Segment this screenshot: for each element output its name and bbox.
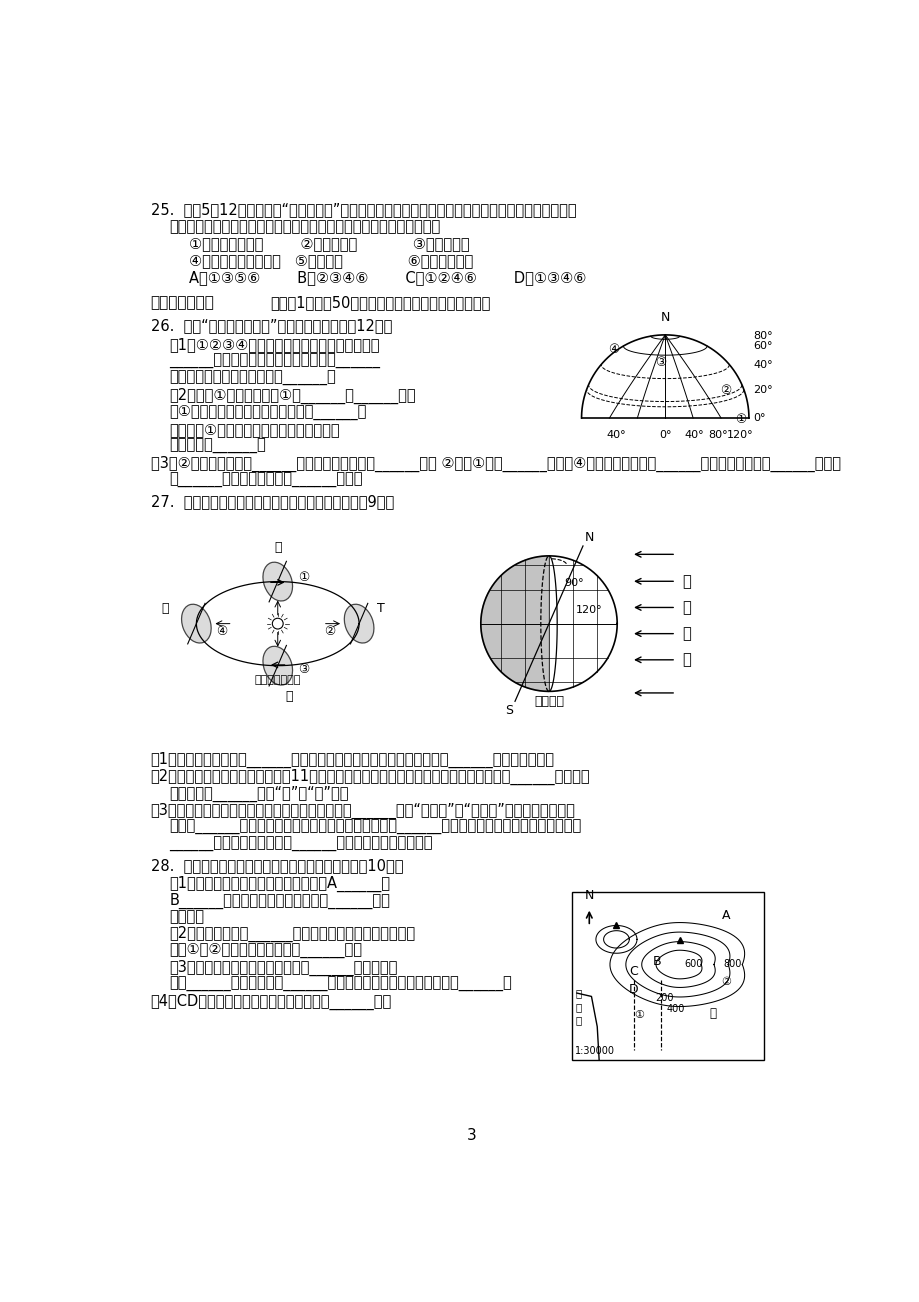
Text: （3）根据地球自转示意图判断，我国此时的节气是______（填“夏至日”或“冬至日”），所示太阳直射: （3）根据地球自转示意图判断，我国此时的节气是______（填“夏至日”或“冬至… [151, 803, 575, 819]
Text: 线: 线 [682, 652, 690, 668]
Text: 小: 小 [574, 988, 581, 999]
Text: 地球公转轨道面: 地球公转轨道面 [255, 674, 301, 685]
Polygon shape [481, 556, 549, 691]
Text: 40°: 40° [607, 430, 626, 440]
Text: ③: ③ [654, 355, 666, 368]
Text: 乙: 乙 [161, 602, 168, 615]
Text: 点；一天中最早看见日出的是______。: 点；一天中最早看见日出的是______。 [169, 371, 335, 387]
Text: 0°: 0° [658, 430, 671, 440]
Text: 河: 河 [574, 1016, 581, 1025]
Text: 甲: 甲 [274, 540, 281, 553]
Text: 40°: 40° [753, 359, 772, 370]
Text: 400: 400 [666, 1004, 685, 1014]
Text: 200: 200 [654, 993, 673, 1004]
Text: A．①③⑤⑥        B．②③④⑥        C．①②④⑥        D．①③④⑥: A．①③⑤⑥ B．②③④⑥ C．①②④⑥ D．①③④⑥ [188, 271, 585, 285]
Text: A: A [721, 909, 730, 922]
Text: （3）②点位于五带中的______带，高中低纬度中的______纬度 ②点在①点的______方向。④点位于东西半球的______半球，南北半球的______半: （3）②点位于五带中的______带，高中低纬度中的______纬度 ②点在①点… [151, 456, 840, 471]
Text: （1）地球公转的方向为______。一年中，太阳光线的直射点有规律地在______之间来回移动。: （1）地球公转的方向为______。一年中，太阳光线的直射点有规律地在_____… [151, 753, 554, 768]
Text: 青: 青 [574, 1001, 581, 1012]
Text: 600: 600 [684, 958, 702, 969]
Text: （4）CD两虚线处有可能发育形成小河的是______处。: （4）CD两虚线处有可能发育形成小河的是______处。 [151, 993, 391, 1010]
Text: 最大限度地减轻灾害的损失。当地震发生时，你认为可取的应急措施有: 最大限度地减轻灾害的损失。当地震发生时，你认为可取的应急措施有 [169, 219, 440, 234]
Ellipse shape [344, 604, 373, 643]
Text: ③: ③ [298, 663, 309, 676]
Text: 的白昼将变______（填“长”或“短”）。: 的白昼将变______（填“长”或“短”）。 [169, 786, 348, 802]
Text: （1）写出图中字母所在地形部位名称：A______，: （1）写出图中字母所在地形部位名称：A______， [169, 875, 390, 892]
Text: 甲: 甲 [709, 1006, 715, 1019]
Text: ①誺在课桌旁蹲下        ②靠墙角蹲下            ③乘电梯逃生: ①誺在课桌旁蹲下 ②靠墙角蹲下 ③乘电梯逃生 [188, 237, 469, 251]
Text: ②: ② [720, 976, 731, 987]
Text: （每空1分，共50分。请在答题卷的相应位置作答。）: （每空1分，共50分。请在答题卷的相应位置作答。） [269, 294, 490, 310]
Text: （3）地图三要素是比例尺、方向和______。本图采用: （3）地图三要素是比例尺、方向和______。本图采用 [169, 960, 397, 976]
Text: ______；一年有一次阳光直射现象的是______: ______；一年有一次阳光直射现象的是______ [169, 354, 380, 370]
Text: 点位于______（重要纬线的名称），此时北极圈内出现______现象。这一天北京的昼夜长短情况是: 点位于______（重要纬线的名称），此时北极圈内出现______现象。这一天北… [169, 820, 581, 835]
Text: 3: 3 [466, 1128, 476, 1143]
Text: 光: 光 [682, 626, 690, 641]
Text: 的______半球，南北半球的______半球。: 的______半球，南北半球的______半球。 [169, 473, 362, 488]
Text: ②: ② [719, 384, 731, 397]
Text: （1）①②③④中，位于南北半球分界线上的点是: （1）①②③④中，位于南北半球分界线上的点是 [169, 337, 380, 352]
Ellipse shape [263, 562, 292, 602]
Text: 地球自转: 地球自转 [533, 695, 563, 708]
Text: 线。①、②两地间的相对高度是______米。: 线。①、②两地间的相对高度是______米。 [169, 943, 362, 958]
Text: 20°: 20° [753, 384, 772, 395]
Text: 的是______比例尺，根据______判断方向，图中小青河流向大致是______。: 的是______比例尺，根据______判断方向，图中小青河流向大致是_____… [169, 976, 512, 992]
Bar [572, 892, 764, 1060]
Text: ②: ② [323, 625, 335, 638]
Text: ④: ④ [216, 625, 228, 638]
Text: B: B [652, 954, 661, 967]
Text: 0°: 0° [753, 413, 766, 423]
Text: 27.  结合地球公转、自转示意图，回答下列问题：（9分）: 27. 结合地球公转、自转示意图，回答下列问题：（9分） [151, 495, 393, 509]
Text: D: D [629, 983, 638, 996]
Text: （2）在地图上，把______相同的各点连接成线，就是等高: （2）在地图上，把______相同的各点连接成线，就是等高 [169, 926, 414, 943]
Text: 25.  每年5月12日为我国的“防灾减灾日”，这有利于普及推广全民防灾减灾知识和提高避灾自撤能力，: 25. 每年5月12日为我国的“防灾减灾日”，这有利于普及推广全民防灾减灾知识和… [151, 202, 575, 217]
Text: ④一楼的跑到空旷场地   ⑤跳楼逃生              ⑥誺到洗手间里: ④一楼的跑到空旷场地 ⑤跳楼逃生 ⑥誺到洗手间里 [188, 254, 472, 268]
Text: （2）我们现在正在进行阶段练习（11月份），此时地球公转位置处于地球公转示意图中的______，黄山市: （2）我们现在正在进行阶段练习（11月份），此时地球公转位置处于地球公转示意图中… [151, 769, 590, 785]
Text: 阳: 阳 [682, 600, 690, 615]
Text: ______，是天安门前升国旗______（最早、最晚）的一天。: ______，是天安门前升国旗______（最早、最晚）的一天。 [169, 837, 432, 852]
Text: 与①点所在经线构成经线圈的经线是______，: 与①点所在经线构成经线圈的经线是______， [169, 405, 367, 421]
Text: N: N [584, 889, 594, 902]
Text: 120°: 120° [575, 605, 602, 616]
Text: （2）写出①点的经纬度：①（______，______）。: （2）写出①点的经纬度：①（______，______）。 [169, 388, 415, 404]
Text: ①: ① [734, 413, 745, 426]
Text: N: N [660, 311, 669, 324]
Ellipse shape [263, 646, 292, 685]
Text: 丙: 丙 [285, 690, 293, 703]
Text: 最终可到达______。: 最终可到达______。 [169, 439, 266, 454]
Text: 800: 800 [722, 958, 741, 969]
Text: 90°: 90° [563, 578, 584, 589]
Text: 字母）。: 字母）。 [169, 909, 204, 924]
Text: 40°: 40° [684, 430, 704, 440]
Text: 60°: 60° [753, 341, 772, 352]
Text: N: N [584, 531, 594, 544]
Text: 26.  读图“某半球经纬网图”，完成下面小题：（12分）: 26. 读图“某半球经纬网图”，完成下面小题：（12分） [151, 318, 391, 333]
Text: B______。最适合开展攀岩活动的是______（填: B______。最适合开展攀岩活动的是______（填 [169, 892, 390, 909]
Text: 一个人从①点出发向北行馿，不改变方向，: 一个人从①点出发向北行馿，不改变方向， [169, 422, 339, 437]
Text: T: T [377, 602, 384, 615]
Text: 1:30000: 1:30000 [574, 1047, 615, 1056]
Text: 120°: 120° [727, 430, 753, 440]
Text: 二、综合分析题: 二、综合分析题 [151, 294, 214, 310]
Text: ④: ④ [607, 344, 618, 357]
Text: ①: ① [634, 1010, 644, 1021]
Text: 80°: 80° [753, 331, 772, 341]
Ellipse shape [181, 604, 211, 643]
Text: ①: ① [298, 572, 309, 585]
Text: 28.  图示意某地等高线地形分布，读图回答问题：（10分）: 28. 图示意某地等高线地形分布，读图回答问题：（10分） [151, 858, 403, 874]
Text: C: C [629, 965, 638, 978]
Text: 太: 太 [682, 574, 690, 589]
Text: 80°: 80° [708, 430, 727, 440]
Text: S: S [505, 703, 512, 716]
